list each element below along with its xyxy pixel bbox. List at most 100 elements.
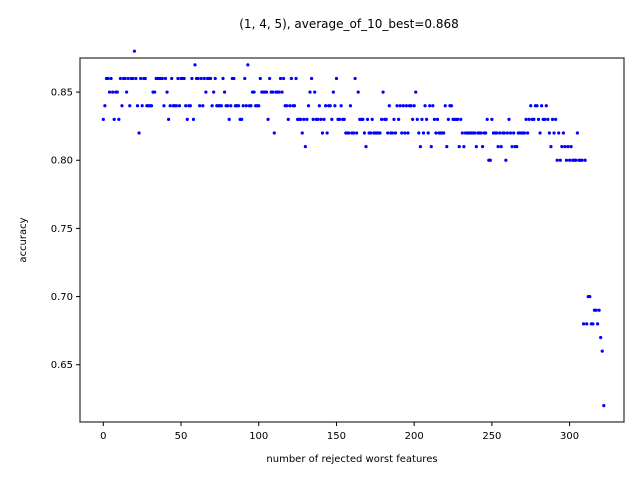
data-point bbox=[193, 63, 197, 67]
data-point bbox=[308, 90, 312, 94]
data-point bbox=[199, 76, 203, 81]
x-tick-label: 0 bbox=[100, 431, 106, 442]
data-point bbox=[278, 76, 283, 81]
data-point bbox=[337, 117, 342, 121]
x-tick-label: 300 bbox=[560, 431, 579, 442]
data-point bbox=[473, 131, 477, 135]
data-point bbox=[252, 90, 256, 94]
data-point bbox=[339, 104, 343, 108]
data-point bbox=[289, 76, 293, 81]
data-point bbox=[561, 131, 565, 135]
data-point bbox=[317, 104, 321, 108]
data-point bbox=[401, 104, 405, 108]
data-point bbox=[353, 76, 357, 81]
data-point bbox=[162, 104, 166, 108]
data-point bbox=[305, 117, 309, 121]
data-point bbox=[342, 117, 346, 121]
data-point bbox=[334, 76, 339, 81]
data-point bbox=[459, 117, 463, 121]
data-point bbox=[460, 131, 464, 135]
data-point bbox=[249, 104, 253, 108]
data-point bbox=[174, 104, 178, 108]
data-point bbox=[266, 117, 270, 121]
data-point bbox=[322, 117, 326, 121]
data-point bbox=[591, 322, 595, 326]
data-point bbox=[143, 76, 147, 81]
data-point bbox=[117, 117, 121, 121]
data-point bbox=[272, 131, 276, 135]
data-point bbox=[120, 104, 124, 108]
data-point bbox=[163, 76, 168, 81]
data-point bbox=[425, 117, 429, 121]
data-point bbox=[434, 131, 438, 135]
data-point bbox=[134, 76, 138, 81]
data-point bbox=[431, 104, 435, 108]
x-tick-label: 200 bbox=[405, 431, 424, 442]
data-point bbox=[566, 145, 570, 149]
data-point bbox=[313, 90, 317, 94]
data-point bbox=[118, 76, 123, 81]
data-point bbox=[185, 117, 189, 121]
x-axis-label: number of rejected worst features bbox=[266, 454, 437, 465]
data-point bbox=[569, 145, 573, 149]
data-point bbox=[420, 117, 424, 121]
data-point bbox=[182, 76, 186, 81]
data-point bbox=[555, 158, 559, 162]
data-point bbox=[552, 131, 556, 135]
data-point bbox=[191, 117, 196, 121]
data-point bbox=[499, 145, 503, 149]
data-point bbox=[316, 117, 320, 121]
data-point bbox=[177, 104, 182, 108]
data-point bbox=[404, 104, 408, 108]
data-point bbox=[184, 104, 188, 108]
data-point bbox=[319, 117, 323, 121]
data-point bbox=[564, 158, 569, 162]
data-point bbox=[323, 104, 328, 108]
data-point bbox=[502, 131, 506, 135]
data-point bbox=[204, 90, 208, 94]
data-point bbox=[563, 145, 567, 149]
data-point bbox=[504, 158, 508, 162]
data-point bbox=[490, 117, 494, 121]
data-point bbox=[474, 145, 478, 149]
data-point bbox=[457, 145, 461, 149]
x-tick-label: 150 bbox=[327, 431, 346, 442]
data-point bbox=[362, 131, 367, 135]
data-point bbox=[581, 322, 586, 326]
data-point bbox=[485, 117, 489, 121]
data-point bbox=[403, 131, 407, 135]
data-point bbox=[226, 104, 230, 108]
plot-frame bbox=[79, 57, 625, 423]
data-point bbox=[527, 117, 531, 121]
data-point bbox=[109, 76, 113, 81]
y-axis-label: accuracy bbox=[18, 217, 29, 262]
data-point bbox=[449, 104, 454, 108]
data-point bbox=[299, 117, 303, 121]
data-point bbox=[126, 76, 130, 81]
data-point bbox=[406, 131, 410, 135]
data-point bbox=[510, 145, 514, 149]
data-point bbox=[264, 90, 269, 94]
data-point bbox=[524, 117, 528, 121]
x-tick-label: 250 bbox=[482, 431, 501, 442]
data-point bbox=[599, 335, 603, 340]
data-point bbox=[583, 158, 587, 162]
data-point bbox=[370, 117, 374, 121]
chart-title: (1, 4, 5), average_of_10_best=0.868 bbox=[239, 17, 458, 31]
data-point bbox=[443, 104, 447, 108]
data-point bbox=[400, 131, 404, 135]
data-point bbox=[549, 145, 553, 149]
data-point bbox=[106, 76, 110, 81]
data-point bbox=[219, 104, 224, 108]
data-point bbox=[540, 104, 544, 108]
data-point bbox=[387, 104, 391, 108]
data-point bbox=[361, 117, 365, 121]
data-point bbox=[303, 145, 307, 149]
y-axis-ticks: 0.65 0.70 0.75 0.80 0.85 bbox=[51, 88, 80, 371]
data-point bbox=[595, 322, 600, 326]
data-point bbox=[170, 76, 174, 81]
data-point bbox=[557, 131, 561, 135]
data-point bbox=[398, 104, 402, 108]
data-point bbox=[115, 90, 119, 94]
data-point bbox=[302, 117, 306, 121]
